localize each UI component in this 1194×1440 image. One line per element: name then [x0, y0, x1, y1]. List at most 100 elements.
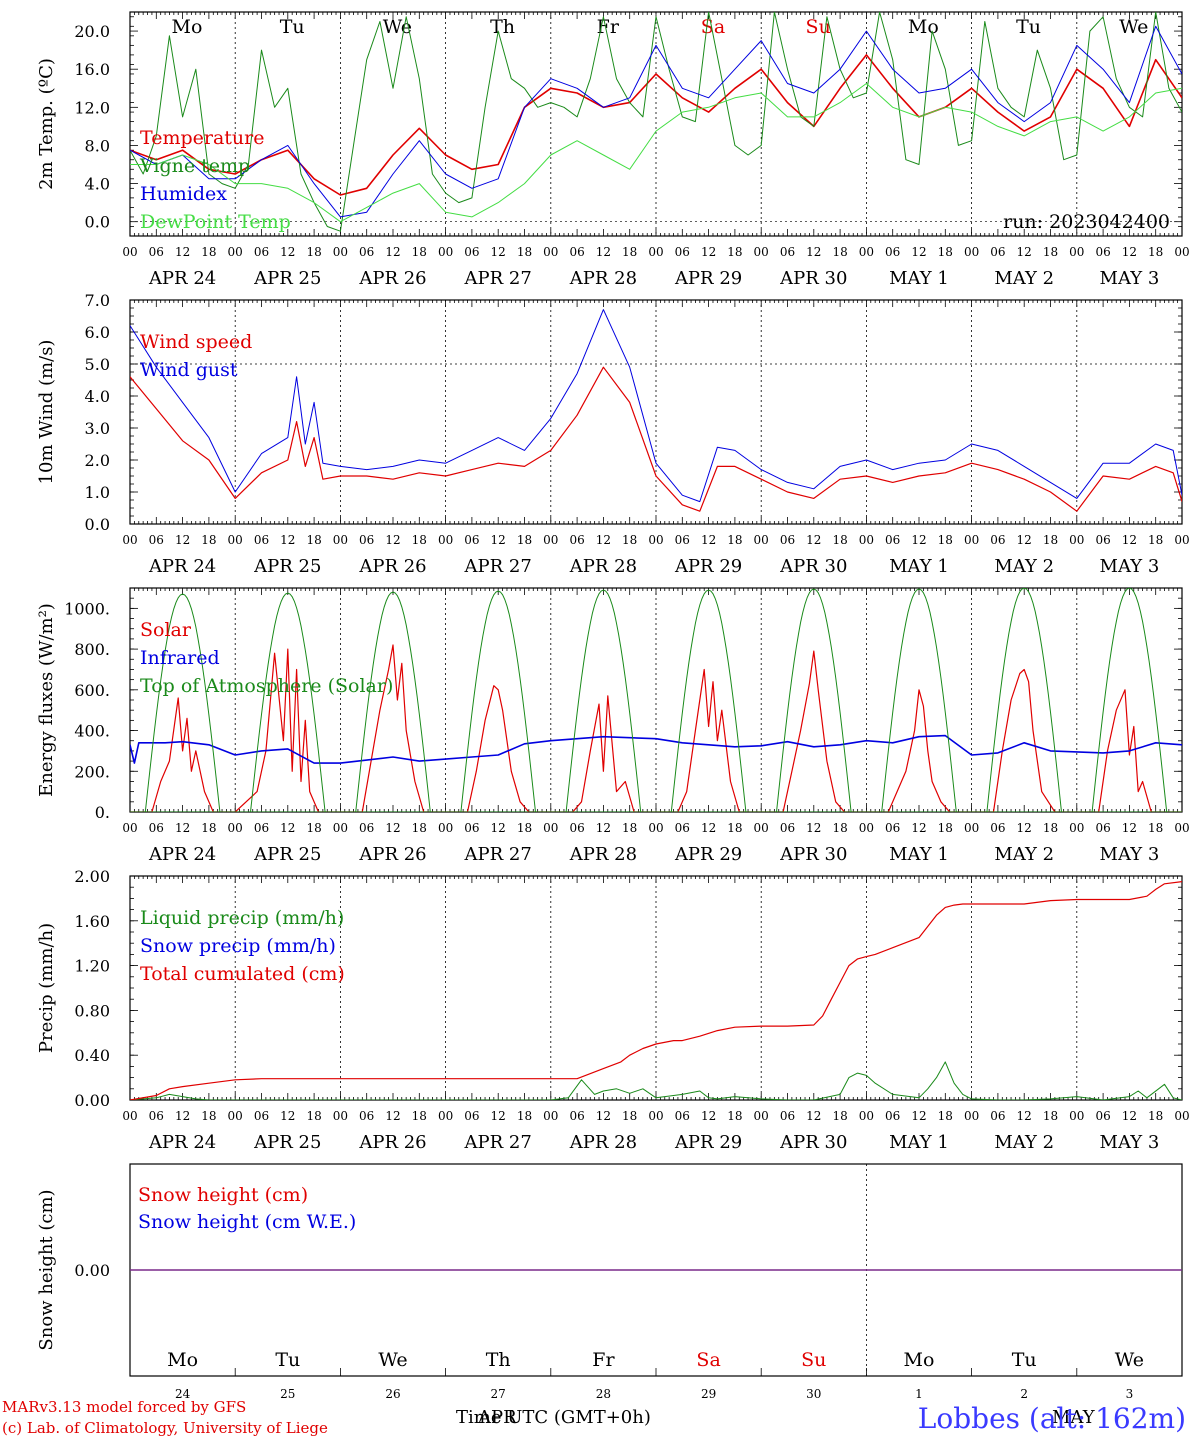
- y-tick-label: 600.: [74, 681, 110, 700]
- x-hour-label: 00: [859, 245, 874, 259]
- x-hour-label: 00: [1069, 821, 1084, 835]
- x-hour-label: 00: [1069, 245, 1084, 259]
- y-tick-label: 20.0: [74, 22, 110, 41]
- panel-4: 0.00 0.40 0.80 1.20 1.60 2.00 Precip (mm/h) 00 0…: [36, 867, 1190, 1153]
- x-hour-label: 12: [806, 1109, 821, 1123]
- x-date-label: MAY 3: [1100, 556, 1160, 577]
- x-hour-label: 00: [648, 245, 663, 259]
- x-hour-label: 12: [701, 821, 716, 835]
- x-hour-label: 06: [1095, 245, 1110, 259]
- x-hour-label: 18: [201, 821, 216, 835]
- x-hour-label: 06: [464, 821, 479, 835]
- x-hour-label: 12: [280, 533, 295, 547]
- x-hour-label: 06: [990, 1109, 1005, 1123]
- x-hour-label: 18: [938, 1109, 953, 1123]
- x-hour-label: 18: [412, 533, 427, 547]
- series-wind-speed-line: [130, 366, 1182, 512]
- y-tick-label: 12.0: [74, 98, 110, 117]
- y-tick-label: 4.0: [85, 175, 110, 194]
- x-hour-label: 12: [911, 1109, 926, 1123]
- y-tick-label: 2.0: [85, 451, 110, 470]
- x-hour-label: 18: [306, 533, 321, 547]
- x-date-label: MAY 1: [889, 844, 949, 865]
- x-date-label: APR 24: [148, 844, 216, 865]
- x-hour-label: 18: [517, 1109, 532, 1123]
- x-hour-label: 18: [201, 245, 216, 259]
- x-hour-label: 18: [622, 1109, 637, 1123]
- weekday-label: Fr: [592, 1349, 615, 1371]
- x-hour-label: 00: [859, 533, 874, 547]
- day-number-label: 25: [280, 1387, 295, 1401]
- x-date-label: APR 27: [464, 1132, 532, 1153]
- x-date-label: APR 27: [464, 556, 532, 577]
- x-date-label: APR 26: [358, 1132, 426, 1153]
- x-hour-label: 00: [754, 821, 769, 835]
- x-hour-label: 00: [754, 1109, 769, 1123]
- y-axis-label: Energy fluxes (W/m²): [36, 603, 57, 797]
- y-tick-label: 400.: [74, 722, 110, 741]
- x-hour-label: 12: [701, 533, 716, 547]
- x-hour-label: 12: [175, 245, 190, 259]
- x-date-label: MAY 2: [994, 1132, 1054, 1153]
- series-humidex-line: [130, 25, 1182, 218]
- x-hour-label: 06: [675, 1109, 690, 1123]
- day-number-label: 3: [1126, 1387, 1134, 1401]
- weekday-label: We: [1119, 16, 1148, 38]
- weekday-label: Tu: [1016, 16, 1041, 38]
- weekday-label: Sa: [696, 1349, 720, 1371]
- x-hour-label: 00: [122, 1109, 137, 1123]
- x-hour-label: 00: [543, 245, 558, 259]
- x-date-label: APR 30: [779, 1132, 847, 1153]
- x-hour-label: 06: [254, 1109, 269, 1123]
- y-tick-label: 3.0: [85, 419, 110, 438]
- x-hour-label: 00: [964, 1109, 979, 1123]
- series-toa-solar-line: [670, 589, 747, 812]
- x-hour-label: 12: [280, 245, 295, 259]
- x-hour-label: 00: [333, 821, 348, 835]
- x-date-label: APR 30: [779, 844, 847, 865]
- series-toa-solar-line: [355, 591, 431, 812]
- y-tick-label: 4.0: [85, 387, 110, 406]
- weekday-label: We: [1115, 1349, 1144, 1371]
- y-tick-label: 16.0: [74, 60, 110, 79]
- legend-entry: Liquid precip (mm/h): [140, 907, 344, 929]
- x-hour-label: 12: [491, 821, 506, 835]
- weekday-label: Tu: [1012, 1349, 1037, 1371]
- x-date-label: APR 29: [674, 1132, 742, 1153]
- x-date-label: MAY 2: [994, 556, 1054, 577]
- x-date-label: MAY 3: [1100, 844, 1160, 865]
- y-tick-label: 800.: [74, 640, 110, 659]
- x-date-label: MAY 1: [889, 268, 949, 289]
- x-hour-label: 12: [175, 1109, 190, 1123]
- series-toa-solar-line: [1091, 588, 1168, 812]
- series-vigne-temp-line: [130, 12, 1182, 232]
- x-date-label: APR 28: [569, 268, 637, 289]
- series-toa-solar-line: [460, 590, 536, 812]
- x-hour-label: 06: [359, 821, 374, 835]
- credit-line-1: MARv3.13 model forced by GFS: [2, 1398, 246, 1416]
- x-hour-label: 12: [806, 821, 821, 835]
- x-hour-label: 00: [122, 245, 137, 259]
- x-date-label: APR 26: [358, 556, 426, 577]
- x-hour-label: 12: [491, 245, 506, 259]
- x-hour-label: 06: [780, 821, 795, 835]
- x-hour-label: 00: [228, 821, 243, 835]
- x-hour-label: 18: [727, 1109, 742, 1123]
- series-toa-solar-line: [881, 588, 957, 812]
- x-hour-label: 12: [1122, 245, 1137, 259]
- x-hour-label: 06: [675, 821, 690, 835]
- x-hour-label: 18: [832, 245, 847, 259]
- x-hour-label: 00: [438, 821, 453, 835]
- y-tick-label: 0.00: [74, 1091, 110, 1110]
- x-hour-label: 12: [175, 821, 190, 835]
- x-hour-label: 12: [701, 245, 716, 259]
- day-number-label: 29: [701, 1387, 716, 1401]
- x-hour-label: 00: [122, 533, 137, 547]
- legend-entry: Wind gust: [140, 359, 238, 381]
- x-hour-label: 00: [1174, 821, 1189, 835]
- x-hour-label: 06: [359, 533, 374, 547]
- weekday-label: Tu: [275, 1349, 300, 1371]
- x-hour-label: 12: [911, 821, 926, 835]
- weekday-label: Mo: [904, 1349, 935, 1371]
